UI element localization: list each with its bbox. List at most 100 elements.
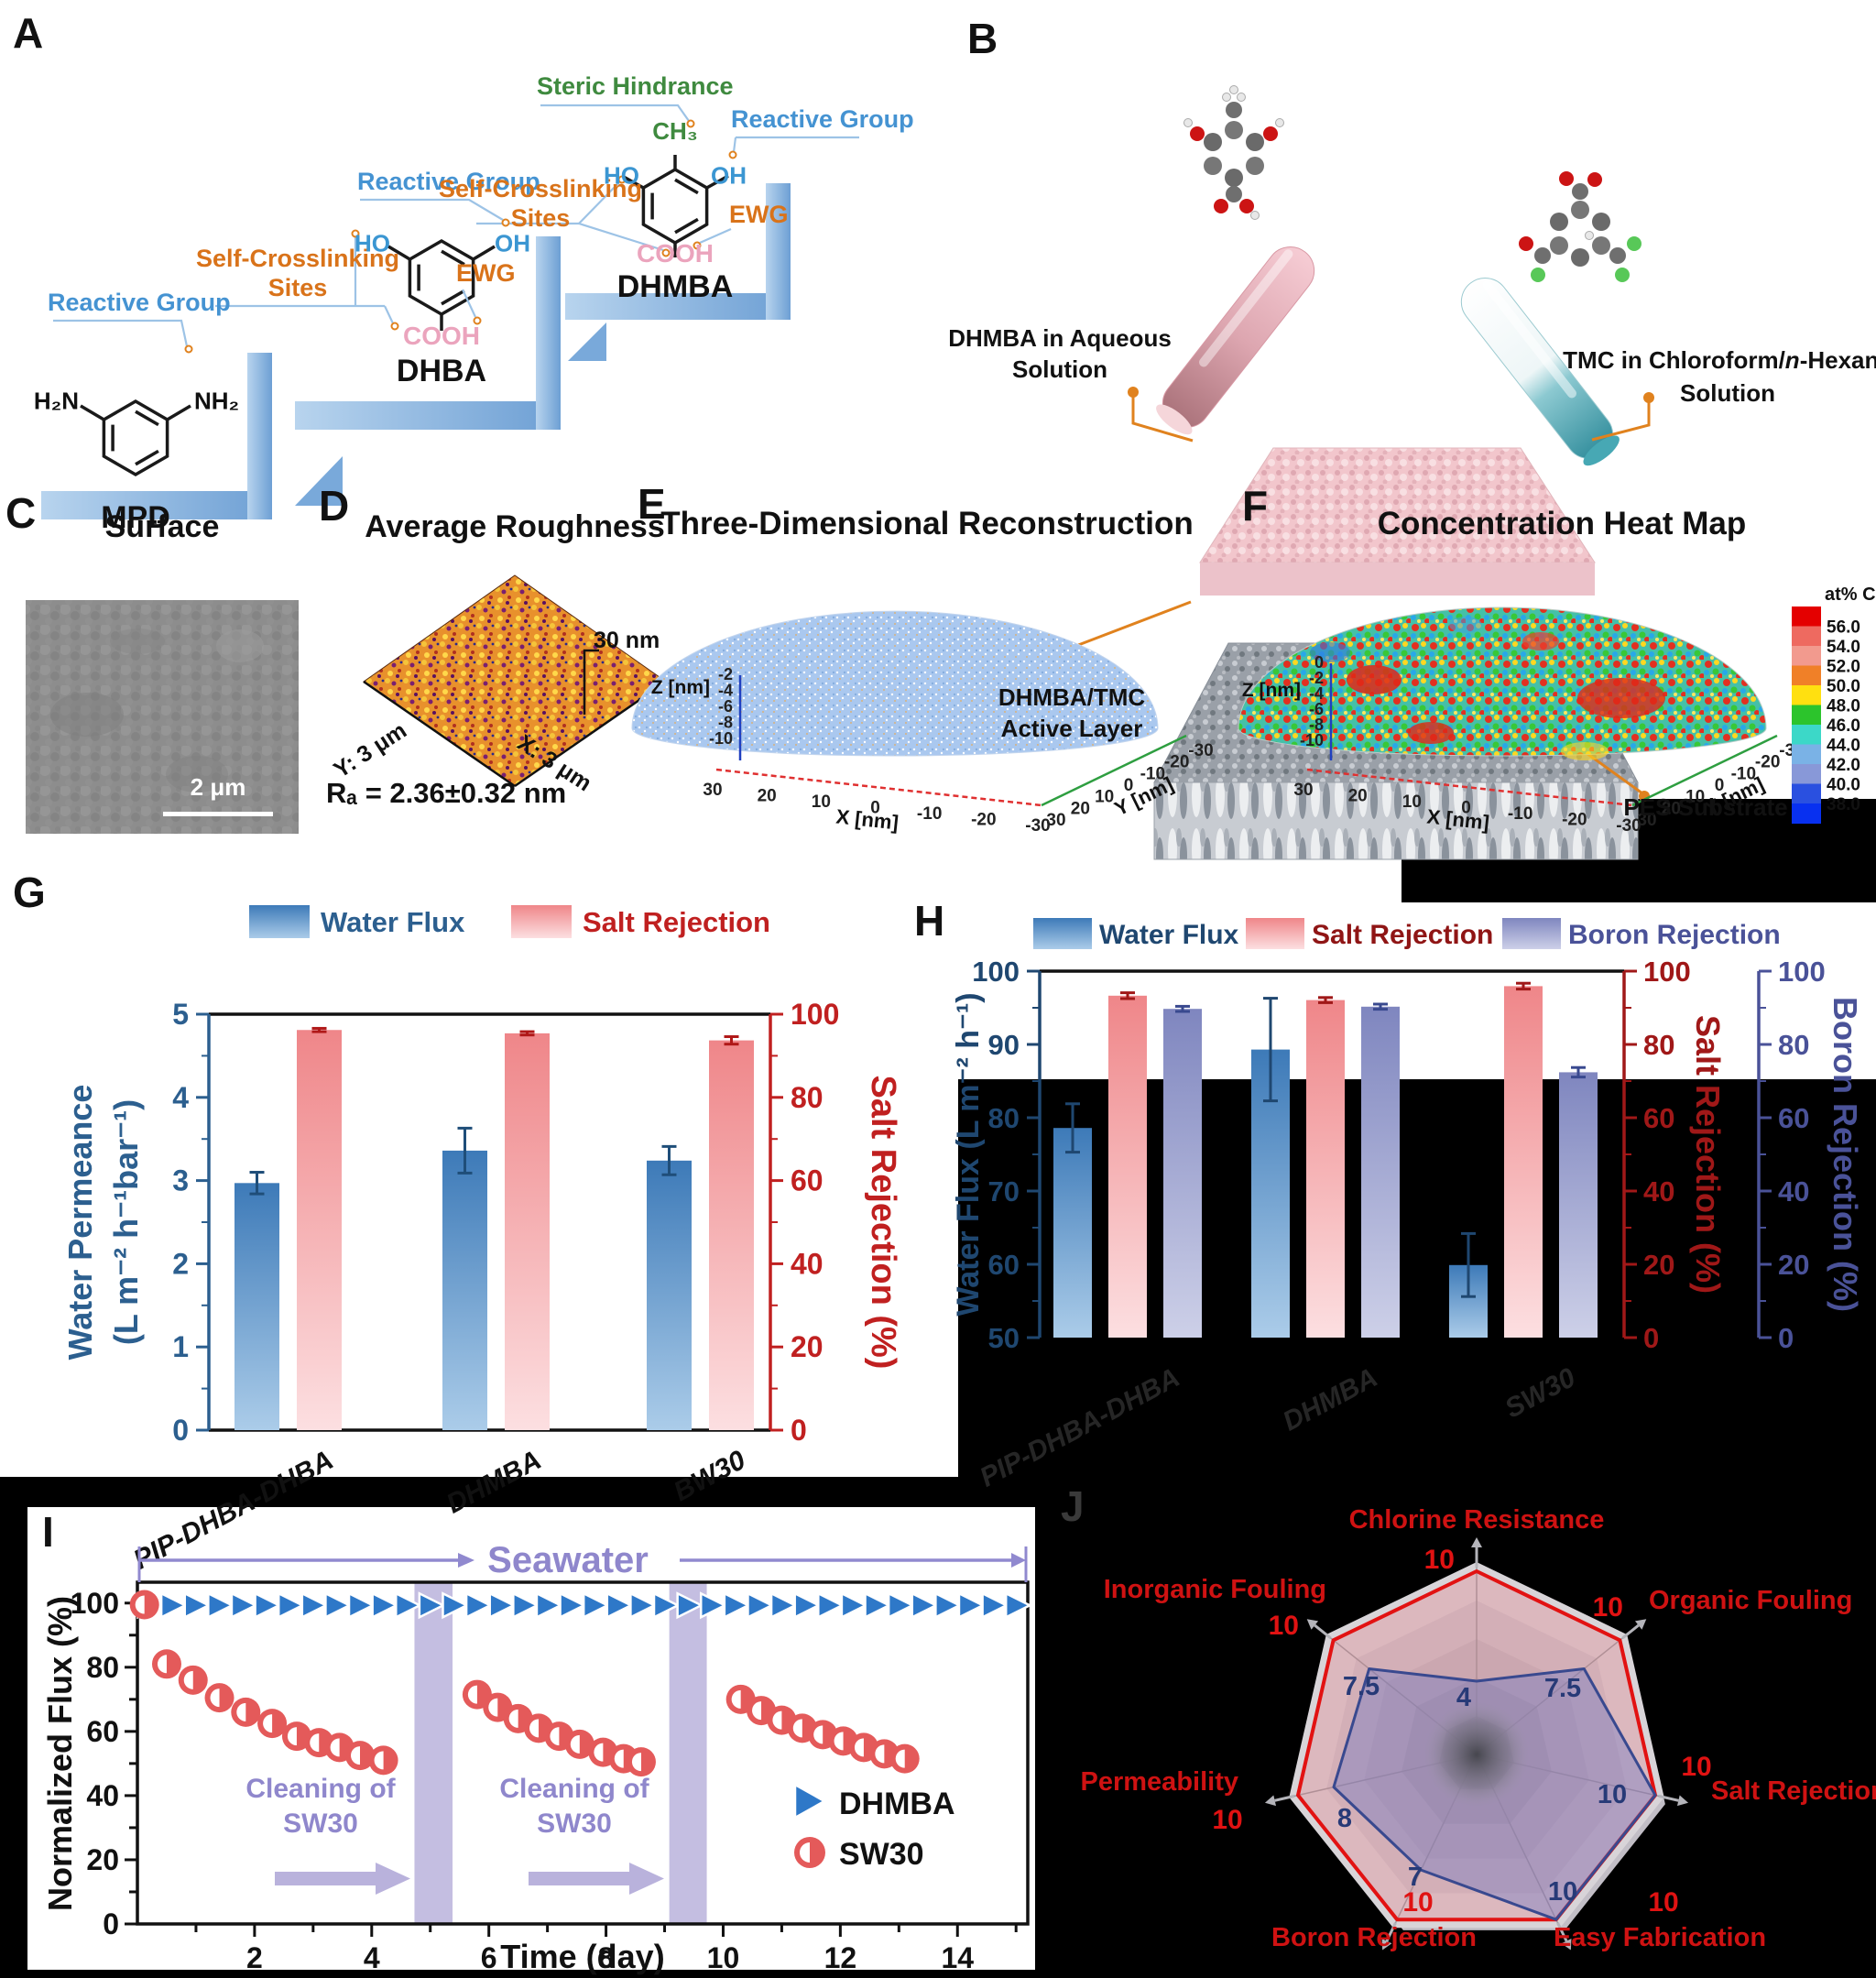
active-layer-slab [1199, 447, 1596, 596]
boron-axis-title: Boron Rejection (%) [1827, 997, 1864, 1312]
dhmba-marker [887, 1591, 915, 1620]
svg-path [800, 1842, 810, 1863]
y-tick-3d: 0 [1124, 776, 1134, 795]
sw30-marker-half [467, 1685, 477, 1704]
legend-marker-dhmba [793, 1782, 827, 1820]
legend-swatch-water-flux [1033, 918, 1092, 949]
right-tick-label: 60 [1643, 1102, 1674, 1134]
mpd-h2n: H₂N [33, 387, 79, 415]
radar-value-label: 7 [1408, 1863, 1423, 1892]
sw30-marker-half [834, 1732, 844, 1751]
panel-e-axes: 30 20 10 0 -10 -20 -303020100-10-20-30-2-4-6-8… [651, 665, 1214, 836]
z-tick-3d: -10 [1300, 731, 1324, 749]
seawater-label: Seawater [487, 1540, 649, 1580]
tmc-hexane: -Hexane [1799, 346, 1876, 374]
dhmba-marker [559, 1591, 587, 1620]
dhmba-marker [324, 1591, 353, 1620]
left-tick-label: 90 [988, 1029, 1020, 1061]
x-tick-label: 12 [824, 1941, 857, 1974]
active-layer-label-line2: Active Layer [1000, 715, 1143, 742]
dhba-oh: OH [495, 229, 530, 257]
left-tick-label: 80 [988, 1102, 1020, 1134]
dhmba-marker [512, 1591, 540, 1620]
cleaning-label: SW30 [283, 1809, 358, 1839]
right-tick-label: 20 [1778, 1249, 1809, 1281]
heatmap-title: Concentration Heat Map [1377, 506, 1747, 541]
sw30-marker-half [752, 1701, 762, 1721]
salt-rejection-bar [1504, 986, 1543, 1338]
right-tick-label: 60 [791, 1164, 823, 1197]
dhmba-marker [793, 1591, 822, 1620]
right-tick-label: 40 [1643, 1175, 1674, 1208]
sw30-marker-half [157, 1655, 167, 1674]
boron-rejection-bar [1163, 1009, 1202, 1338]
chart-h: Water Flux Salt Rejection Boron Rejection 5… [951, 918, 1864, 1493]
dhmba-marker [207, 1591, 235, 1620]
radar-axis-max: 10 [1681, 1752, 1711, 1782]
radar-center-blob [1423, 1701, 1530, 1808]
z-tick-3d: -4 [1309, 684, 1324, 703]
tip-arrowhead [1471, 1537, 1482, 1547]
dhmba-marker [747, 1591, 775, 1620]
seawater-arrowhead [458, 1553, 474, 1568]
sw30-marker-half [594, 1743, 604, 1762]
tip-arrow [1556, 1922, 1568, 1942]
dhmba-marker [582, 1591, 610, 1620]
y-tick-3d: 10 [1685, 788, 1705, 807]
colorbar-block [1792, 626, 1821, 647]
y-tick-3d: 0 [1715, 776, 1725, 795]
annotation-lines [53, 104, 859, 347]
dhba-structure [387, 238, 496, 331]
left-tick-label: 3 [172, 1164, 189, 1197]
z-tick-3d: -8 [718, 714, 733, 732]
sw30-marker-half [895, 1749, 905, 1768]
right-tick-label: 80 [1778, 1029, 1809, 1061]
dhmba-marker [817, 1591, 845, 1620]
legend-label-sw30: SW30 [839, 1837, 924, 1872]
self-crosslinking-label-dhmba: Self-Crosslinking [438, 175, 643, 202]
dhba-name: DHBA [396, 354, 487, 388]
sw30-marker-half [135, 1595, 145, 1614]
water-flux-bar [1053, 1128, 1092, 1338]
tip-arrowhead [1561, 1939, 1572, 1951]
water-flux-bar [442, 1150, 487, 1430]
seawater-arrowhead [1011, 1553, 1026, 1568]
tip-arrowhead [1676, 1795, 1689, 1807]
dhmba-marker [371, 1591, 399, 1620]
cleaning-arrow [275, 1872, 376, 1885]
left-axis-title: Water Flux (L m⁻² h⁻¹) [951, 992, 986, 1316]
dhmba-marker [277, 1591, 305, 1620]
salt-rejection-bar [709, 1040, 754, 1430]
sw30-marker-half [550, 1727, 560, 1746]
colorbar-block [1792, 705, 1821, 726]
radar-value-label: 10 [1598, 1780, 1627, 1809]
y-tick-3d: 10 [1095, 788, 1114, 807]
cleaning-arrowhead [629, 1863, 664, 1895]
y-tick-3d: -30 [1188, 741, 1213, 760]
legend-label-salt-rejection: Salt Rejection [1312, 920, 1493, 950]
colorbar-block [1792, 665, 1821, 686]
colorbar-tick: 38.0 [1827, 795, 1860, 814]
aqueous-label-line2: Solution [1012, 355, 1107, 383]
category-label: DHMBA [1278, 1362, 1382, 1437]
radar-axis-label: Boron Rejection [1271, 1923, 1477, 1952]
salt-axis-title: Salt Rejection (%) [1689, 1015, 1727, 1294]
ewg-label-dhba: EWG [456, 259, 516, 287]
legend-label-dhmba: DHMBA [839, 1787, 955, 1821]
panel-label-g: G [13, 869, 46, 916]
sw30-marker-half [236, 1702, 246, 1721]
cleaning-label: Cleaning of [245, 1774, 396, 1804]
cleaning-label: SW30 [537, 1809, 612, 1839]
dhmba-marker [723, 1591, 751, 1620]
x-tick-label: 6 [481, 1941, 497, 1974]
x-tick-3d: 10 [812, 792, 831, 812]
salt-rejection-bar [297, 1030, 342, 1430]
sw30-marker-half [570, 1734, 580, 1754]
panel-label-i: I [42, 1508, 54, 1556]
x-axis-title: Time (day) [500, 1938, 664, 1975]
radar-axis-max: 10 [1212, 1805, 1242, 1835]
tip-arrow [1314, 1623, 1332, 1639]
cleaning-arrow [529, 1872, 629, 1885]
